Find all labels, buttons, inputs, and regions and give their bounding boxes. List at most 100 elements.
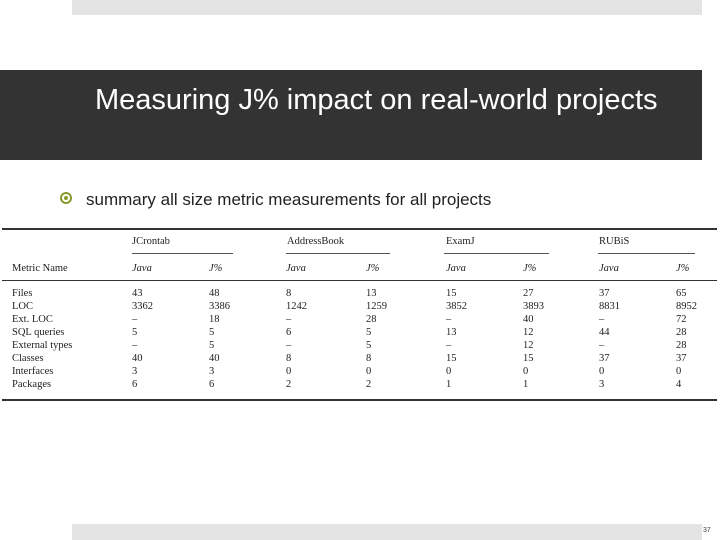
value-cell: – (446, 314, 452, 325)
value-cell: 6 (132, 379, 138, 390)
value-cell: 1 (446, 379, 452, 390)
top-bar (72, 0, 702, 15)
value-cell: 8831 (599, 301, 620, 312)
value-cell: – (599, 314, 605, 325)
slide-title: Measuring J% impact on real-world projec… (95, 84, 658, 116)
header-rule (2, 280, 717, 281)
value-cell: 28 (676, 327, 687, 338)
value-cell: 0 (446, 366, 452, 377)
value-cell: 72 (676, 314, 687, 325)
group-underline (286, 253, 390, 254)
value-cell: 8 (286, 288, 292, 299)
value-cell: 3 (599, 379, 605, 390)
value-cell: 5 (209, 327, 215, 338)
value-cell: 37 (599, 353, 610, 364)
value-cell: 5 (209, 340, 215, 351)
value-cell: 6 (209, 379, 215, 390)
value-cell: 37 (599, 288, 610, 299)
value-cell: 2 (286, 379, 292, 390)
value-cell: 8 (366, 353, 372, 364)
value-cell: 15 (446, 288, 457, 299)
bullet-text: summary all size metric measurements for… (86, 190, 492, 209)
value-cell: 65 (676, 288, 687, 299)
value-cell: 2 (366, 379, 372, 390)
col-header-jpct: J% (209, 263, 223, 274)
value-cell: – (286, 314, 292, 325)
value-cell: 15 (446, 353, 457, 364)
value-cell: 13 (446, 327, 457, 338)
group-header: ExamJ (446, 236, 475, 247)
value-cell: 5 (366, 340, 372, 351)
value-cell: 0 (366, 366, 372, 377)
metric-name-cell: Packages (12, 379, 52, 390)
value-cell: – (599, 340, 605, 351)
group-underline (444, 253, 549, 254)
value-cell: 1259 (366, 301, 387, 312)
table-top-rule (2, 228, 717, 230)
metric-name-cell: Files (12, 288, 33, 299)
value-cell: 4 (676, 379, 682, 390)
value-cell: 44 (599, 327, 610, 338)
col-header-jpct: J% (676, 263, 690, 274)
col-header-jpct: J% (523, 263, 537, 274)
value-cell: 0 (286, 366, 292, 377)
value-cell: 28 (366, 314, 377, 325)
value-cell: 40 (132, 353, 143, 364)
metrics-table: JCrontab AddressBook ExamJ RUBiS Metric … (2, 225, 717, 405)
metric-name-cell: SQL queries (12, 327, 65, 338)
col-header-java: Java (446, 263, 466, 274)
value-cell: 3 (209, 366, 215, 377)
metric-name-cell: Ext. LOC (12, 314, 53, 325)
group-underline (132, 253, 233, 254)
value-cell: 5 (132, 327, 138, 338)
title-bar (0, 70, 702, 160)
metric-name-header: Metric Name (12, 263, 68, 274)
metric-name-cell: LOC (12, 301, 33, 312)
value-cell: 18 (209, 314, 220, 325)
group-header: JCrontab (132, 236, 170, 247)
value-cell: 0 (523, 366, 529, 377)
group-header: AddressBook (287, 236, 345, 247)
col-header-java: Java (599, 263, 619, 274)
page-number: 37 (703, 527, 711, 534)
value-cell: 5 (366, 327, 372, 338)
value-cell: – (446, 340, 452, 351)
value-cell: 3893 (523, 301, 544, 312)
group-header: RUBiS (599, 236, 630, 247)
group-underline (598, 253, 695, 254)
value-cell: – (132, 340, 138, 351)
value-cell: 3386 (209, 301, 230, 312)
value-cell: 1242 (286, 301, 307, 312)
value-cell: 0 (676, 366, 682, 377)
value-cell: 8 (286, 353, 292, 364)
value-cell: 12 (523, 327, 534, 338)
metric-name-cell: External types (12, 340, 73, 351)
value-cell: 40 (209, 353, 220, 364)
value-cell: 13 (366, 288, 377, 299)
value-cell: 0 (599, 366, 605, 377)
value-cell: 40 (523, 314, 534, 325)
col-header-java: Java (286, 263, 306, 274)
col-header-jpct: J% (366, 263, 380, 274)
value-cell: – (132, 314, 138, 325)
table-bottom-rule (2, 399, 717, 401)
value-cell: 27 (523, 288, 534, 299)
value-cell: 6 (286, 327, 292, 338)
value-cell: – (286, 340, 292, 351)
value-cell: 3362 (132, 301, 153, 312)
value-cell: 12 (523, 340, 534, 351)
value-cell: 1 (523, 379, 529, 390)
value-cell: 43 (132, 288, 143, 299)
value-cell: 15 (523, 353, 534, 364)
value-cell: 48 (209, 288, 220, 299)
value-cell: 37 (676, 353, 687, 364)
metric-name-cell: Interfaces (12, 366, 54, 377)
value-cell: 3 (132, 366, 138, 377)
value-cell: 3852 (446, 301, 467, 312)
bullet-icon (60, 192, 72, 204)
col-header-java: Java (132, 263, 152, 274)
value-cell: 28 (676, 340, 687, 351)
metric-name-cell: Classes (12, 353, 44, 364)
footer-bar (72, 524, 702, 540)
value-cell: 8952 (676, 301, 697, 312)
